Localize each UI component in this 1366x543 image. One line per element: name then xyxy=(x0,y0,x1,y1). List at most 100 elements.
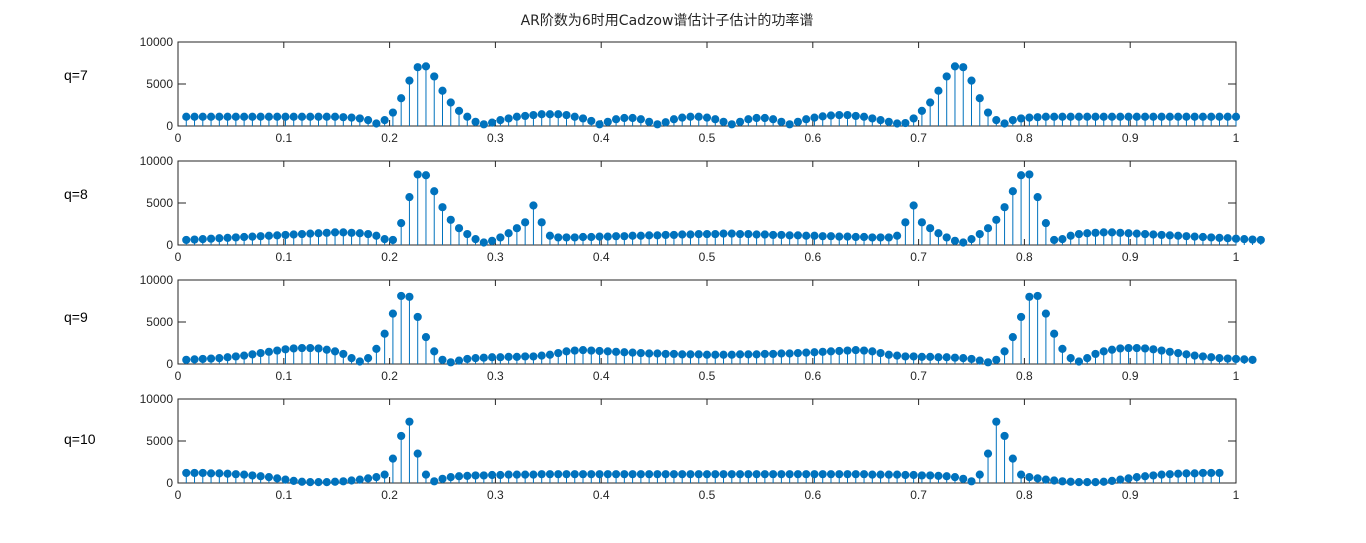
stem-marker xyxy=(843,110,852,120)
stem-marker xyxy=(223,112,232,121)
stem-marker xyxy=(1174,348,1183,358)
stem-marker xyxy=(397,431,406,441)
stem-marker xyxy=(1174,469,1183,478)
stem-marker xyxy=(967,477,976,486)
stem-marker xyxy=(463,229,472,239)
stem-marker xyxy=(711,229,720,239)
stem-marker xyxy=(1132,343,1141,353)
stem-marker xyxy=(330,112,340,121)
x-tick-label: 0 xyxy=(175,131,182,145)
x-tick-label: 0.9 xyxy=(1122,369,1139,383)
stem-marker xyxy=(570,470,579,479)
stem-marker xyxy=(479,238,488,247)
stem-marker xyxy=(1050,112,1059,121)
stem-marker xyxy=(917,471,927,480)
stem-marker xyxy=(388,235,398,245)
stem-marker xyxy=(1174,112,1183,121)
stem-marker xyxy=(446,358,455,367)
x-tick-label: 0.3 xyxy=(487,369,504,383)
stem-marker xyxy=(231,233,240,242)
stem-marker xyxy=(818,347,827,356)
stem-marker xyxy=(926,224,935,233)
stem-marker xyxy=(942,472,951,481)
stem-marker xyxy=(1132,473,1141,482)
stem-marker xyxy=(1050,235,1059,245)
stem-marker xyxy=(636,231,645,240)
stem-marker xyxy=(182,112,191,121)
stem-marker xyxy=(835,110,844,120)
stem-marker xyxy=(306,343,315,353)
stem-marker xyxy=(223,469,232,478)
stem-marker xyxy=(1033,474,1042,483)
stem-marker xyxy=(446,215,455,224)
stem-marker xyxy=(1124,112,1133,121)
subplot-q7: q=7 0 0.1 0.2 0.3 0.4 0.5 0.6 0.7 0.8 0.9 1 0 5000 10… xyxy=(64,35,1241,145)
stem-marker xyxy=(678,230,687,239)
stem-marker xyxy=(339,477,348,486)
stem-marker xyxy=(1091,112,1100,121)
stem-marker xyxy=(760,349,769,359)
stem-marker xyxy=(289,344,298,353)
stem-marker xyxy=(653,231,662,240)
stem-marker xyxy=(661,230,670,240)
stem-marker xyxy=(1182,469,1191,478)
stem-marker xyxy=(1248,235,1257,244)
stem-marker xyxy=(1165,231,1174,240)
stem-marker xyxy=(1207,112,1216,121)
stem-marker xyxy=(512,112,521,121)
stem-marker xyxy=(711,470,720,479)
stem-marker xyxy=(1149,230,1158,239)
stem-marker xyxy=(190,235,199,244)
stem-marker xyxy=(694,229,703,239)
stem-marker xyxy=(934,229,943,238)
stem-marker xyxy=(851,232,860,242)
y-tick-label: 5000 xyxy=(146,434,173,448)
y-tick-label: 5000 xyxy=(146,77,173,91)
stem-marker xyxy=(645,470,654,479)
stem-marker xyxy=(421,62,431,71)
stem-marker xyxy=(1025,170,1034,179)
stem-marker xyxy=(686,230,695,239)
stem-marker xyxy=(975,229,984,239)
stem-marker xyxy=(1124,474,1133,483)
stem-marker xyxy=(702,350,712,359)
stem-marker xyxy=(512,470,521,479)
stem-marker xyxy=(206,469,216,478)
stem-marker xyxy=(413,312,422,322)
x-tick-label: 0.3 xyxy=(487,250,504,264)
stem-marker xyxy=(1008,187,1017,196)
y-tick-label: 0 xyxy=(166,119,173,133)
stem-marker xyxy=(256,348,265,358)
stem-marker xyxy=(322,112,331,121)
stem-marker xyxy=(364,116,373,125)
stem-marker xyxy=(496,353,505,362)
stem-marker xyxy=(719,470,728,479)
stem-marker xyxy=(826,470,836,479)
stem-marker xyxy=(578,114,588,123)
stem-marker xyxy=(190,468,199,478)
stem-marker xyxy=(198,112,207,121)
stem-marker xyxy=(810,231,819,240)
stem-marker xyxy=(198,354,207,364)
stem-marker xyxy=(835,470,844,479)
stem-marker xyxy=(496,233,505,242)
stem-marker xyxy=(1165,347,1174,356)
stem-marker xyxy=(1215,354,1224,363)
stem-marker xyxy=(744,470,753,479)
stem-marker xyxy=(901,218,910,227)
stem-marker xyxy=(521,111,530,121)
stem-marker xyxy=(992,116,1001,125)
stem-marker xyxy=(322,478,331,487)
stem-marker xyxy=(975,470,984,479)
stem-marker xyxy=(413,170,422,179)
x-tick-label: 0.7 xyxy=(910,488,927,502)
stem-marker xyxy=(719,229,728,238)
stem-marker xyxy=(471,235,480,244)
stem-marker xyxy=(818,112,827,121)
stem-marker xyxy=(802,115,811,124)
y-tick-label: 5000 xyxy=(146,196,173,210)
stem-marker xyxy=(843,346,852,355)
stem-marker xyxy=(256,112,265,121)
stem-marker xyxy=(1132,229,1141,238)
stem-marker xyxy=(372,344,381,353)
